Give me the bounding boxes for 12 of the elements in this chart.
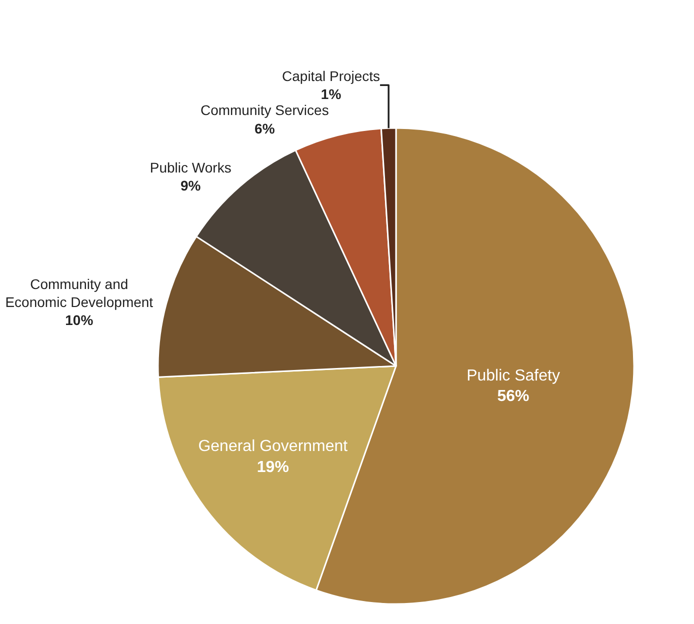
slice-label: Community Services (200, 102, 329, 118)
slice-label: Community and Economic Development (5, 276, 154, 310)
data-label: 9% (180, 178, 202, 194)
slice-label: Public Safety (466, 367, 560, 384)
slice-label: Capital Projects (282, 68, 380, 84)
slice-label: General Government (198, 438, 348, 456)
data-label: 19% (256, 458, 289, 476)
data-label: 6% (254, 120, 276, 136)
slice-label: Public Works (150, 160, 232, 176)
data-label: 56% (497, 388, 530, 406)
data-label: 10% (65, 312, 94, 328)
data-label: 1% (320, 86, 342, 102)
